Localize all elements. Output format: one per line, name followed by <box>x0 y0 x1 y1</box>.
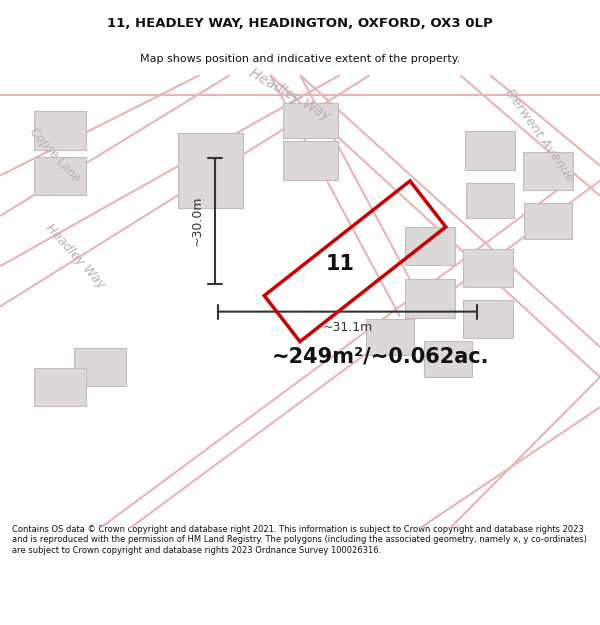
Text: ~249m²/~0.062ac.: ~249m²/~0.062ac. <box>271 347 489 367</box>
Polygon shape <box>466 183 514 219</box>
Polygon shape <box>463 249 513 288</box>
Polygon shape <box>34 368 86 406</box>
Text: 11, HEADLEY WAY, HEADINGTON, OXFORD, OX3 0LP: 11, HEADLEY WAY, HEADINGTON, OXFORD, OX3… <box>107 17 493 30</box>
Polygon shape <box>463 299 513 338</box>
Polygon shape <box>34 156 86 195</box>
Text: ~31.1m: ~31.1m <box>322 321 373 334</box>
Text: Derwent Avenue: Derwent Avenue <box>503 86 577 184</box>
Text: ~30.0m: ~30.0m <box>191 196 203 246</box>
Polygon shape <box>523 151 573 190</box>
Polygon shape <box>178 133 242 208</box>
Polygon shape <box>366 319 414 355</box>
Polygon shape <box>283 141 337 180</box>
Polygon shape <box>34 111 86 149</box>
Polygon shape <box>405 227 455 265</box>
Polygon shape <box>283 102 337 138</box>
Text: 11: 11 <box>325 254 355 274</box>
Polygon shape <box>524 203 572 239</box>
Text: Map shows position and indicative extent of the property.: Map shows position and indicative extent… <box>140 54 460 64</box>
Text: Contains OS data © Crown copyright and database right 2021. This information is : Contains OS data © Crown copyright and d… <box>12 525 587 555</box>
Polygon shape <box>405 279 455 318</box>
Text: Copse Lane: Copse Lane <box>27 126 83 186</box>
Text: Headley Way: Headley Way <box>247 66 333 124</box>
Polygon shape <box>465 131 515 169</box>
Polygon shape <box>424 341 472 377</box>
Text: Headley Way: Headley Way <box>43 221 107 291</box>
Polygon shape <box>74 348 126 386</box>
